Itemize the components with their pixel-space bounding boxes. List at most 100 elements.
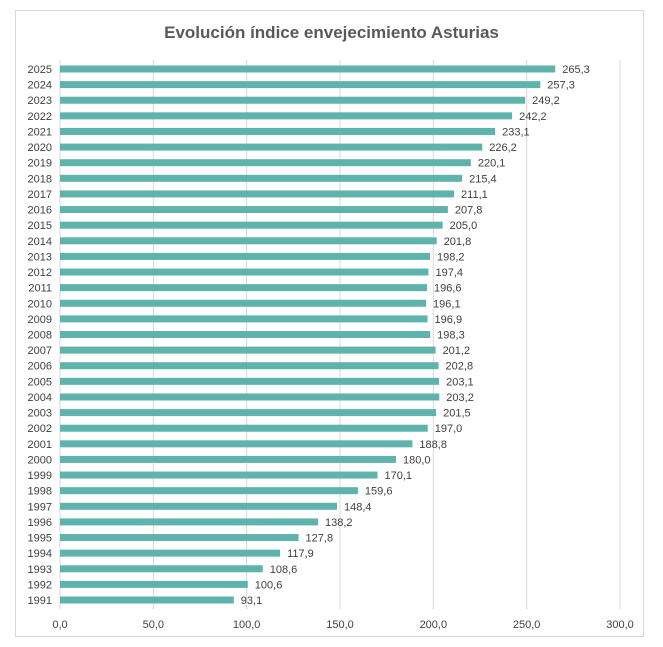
bar [60, 315, 428, 323]
data-label: 201,5 [443, 408, 471, 420]
y-tick-label: 2024 [28, 80, 52, 92]
y-tick-label: 1993 [28, 564, 52, 576]
data-label: 127,8 [306, 533, 334, 545]
bar [60, 96, 526, 104]
y-tick-label: 2000 [28, 454, 52, 466]
bar [60, 143, 483, 151]
bar [60, 190, 455, 198]
bar [60, 112, 513, 120]
bar [60, 65, 556, 73]
data-label: 203,1 [446, 376, 474, 388]
data-label: 188,8 [419, 439, 447, 451]
y-tick-label: 2022 [28, 111, 52, 123]
y-tick-label: 2017 [28, 189, 52, 201]
y-tick-label: 2009 [28, 314, 52, 326]
bar [60, 206, 448, 214]
y-tick-label: 2001 [28, 439, 52, 451]
y-tick-label: 2003 [28, 408, 52, 420]
y-tick-label: 1995 [28, 533, 52, 545]
data-label: 265,3 [562, 64, 590, 76]
data-label: 257,3 [547, 80, 575, 92]
data-label: 205,0 [450, 220, 478, 232]
y-tick-label: 1994 [28, 548, 52, 560]
bar [60, 487, 358, 495]
data-label: 198,2 [437, 251, 465, 263]
bar [60, 159, 471, 167]
bar [60, 237, 437, 245]
bar [60, 409, 437, 417]
bar [60, 331, 431, 338]
y-tick-label: 2016 [28, 205, 52, 217]
data-label: 220,1 [478, 158, 506, 170]
data-label: 196,1 [433, 298, 461, 310]
bar [60, 424, 428, 432]
y-tick-label: 2012 [28, 267, 52, 279]
x-tick-label: 150,0 [326, 619, 354, 631]
bar [60, 377, 440, 385]
bar [60, 534, 299, 542]
bar [60, 549, 281, 557]
data-label: 201,2 [443, 345, 471, 357]
y-tick-label: 2025 [28, 64, 52, 76]
y-tick-label: 1996 [28, 517, 52, 529]
data-label: 211,1 [461, 189, 488, 201]
data-label: 198,3 [437, 330, 465, 342]
bar [60, 299, 427, 307]
bar [60, 440, 413, 448]
data-label: 202,8 [446, 361, 474, 373]
bar [60, 455, 396, 463]
x-tick-label: 300,0 [606, 619, 634, 631]
x-tick-label: 100,0 [233, 619, 261, 631]
bar [60, 252, 430, 260]
data-label: 148,4 [344, 501, 372, 513]
data-label: 215,4 [469, 173, 497, 185]
data-label: 249,2 [532, 95, 560, 107]
y-tick-label: 2002 [28, 423, 52, 435]
bar [60, 565, 263, 573]
y-tick-label: 2004 [28, 392, 52, 404]
data-label: 108,6 [270, 564, 298, 576]
y-tick-label: 2020 [28, 142, 52, 154]
x-tick-label: 0,0 [52, 619, 67, 631]
bar [60, 284, 427, 292]
bar [60, 174, 463, 182]
data-label: 226,2 [489, 142, 517, 154]
y-tick-label: 1991 [28, 595, 52, 607]
chart-title: Evolución índice envejecimiento Asturias [164, 23, 499, 42]
y-tick-label: 1998 [28, 486, 52, 498]
data-label: 203,2 [446, 392, 474, 404]
data-label: 170,1 [385, 470, 413, 482]
data-label: 159,6 [365, 486, 393, 498]
bar [60, 393, 440, 401]
y-tick-label: 1992 [28, 579, 52, 591]
bar [60, 471, 378, 479]
y-tick-label: 2021 [28, 126, 52, 138]
y-tick-label: 2011 [28, 283, 52, 295]
data-label: 138,2 [325, 517, 353, 529]
data-label: 196,9 [435, 314, 463, 326]
y-tick-label: 1997 [28, 501, 52, 513]
y-tick-label: 2008 [28, 330, 52, 342]
x-tick-label: 50,0 [143, 619, 164, 631]
bar [60, 580, 248, 588]
data-label: 242,2 [519, 111, 547, 123]
x-tick-label: 200,0 [420, 619, 448, 631]
y-tick-label: 2013 [28, 251, 52, 263]
y-tick-label: 2015 [28, 220, 52, 232]
chart-area [15, 10, 644, 637]
y-tick-label: 2018 [28, 173, 52, 185]
y-tick-label: 2005 [28, 376, 52, 388]
y-tick-label: 2010 [28, 298, 52, 310]
data-label: 93,1 [241, 595, 262, 607]
data-label: 233,1 [502, 126, 530, 138]
data-label: 197,4 [435, 267, 463, 279]
bar [60, 518, 318, 526]
bar [60, 81, 541, 89]
bar [60, 502, 338, 510]
bar [60, 221, 443, 229]
y-tick-label: 2006 [28, 361, 52, 373]
data-label: 196,6 [434, 283, 462, 295]
y-tick-label: 2014 [28, 236, 52, 248]
y-tick-label: 2007 [28, 345, 52, 357]
